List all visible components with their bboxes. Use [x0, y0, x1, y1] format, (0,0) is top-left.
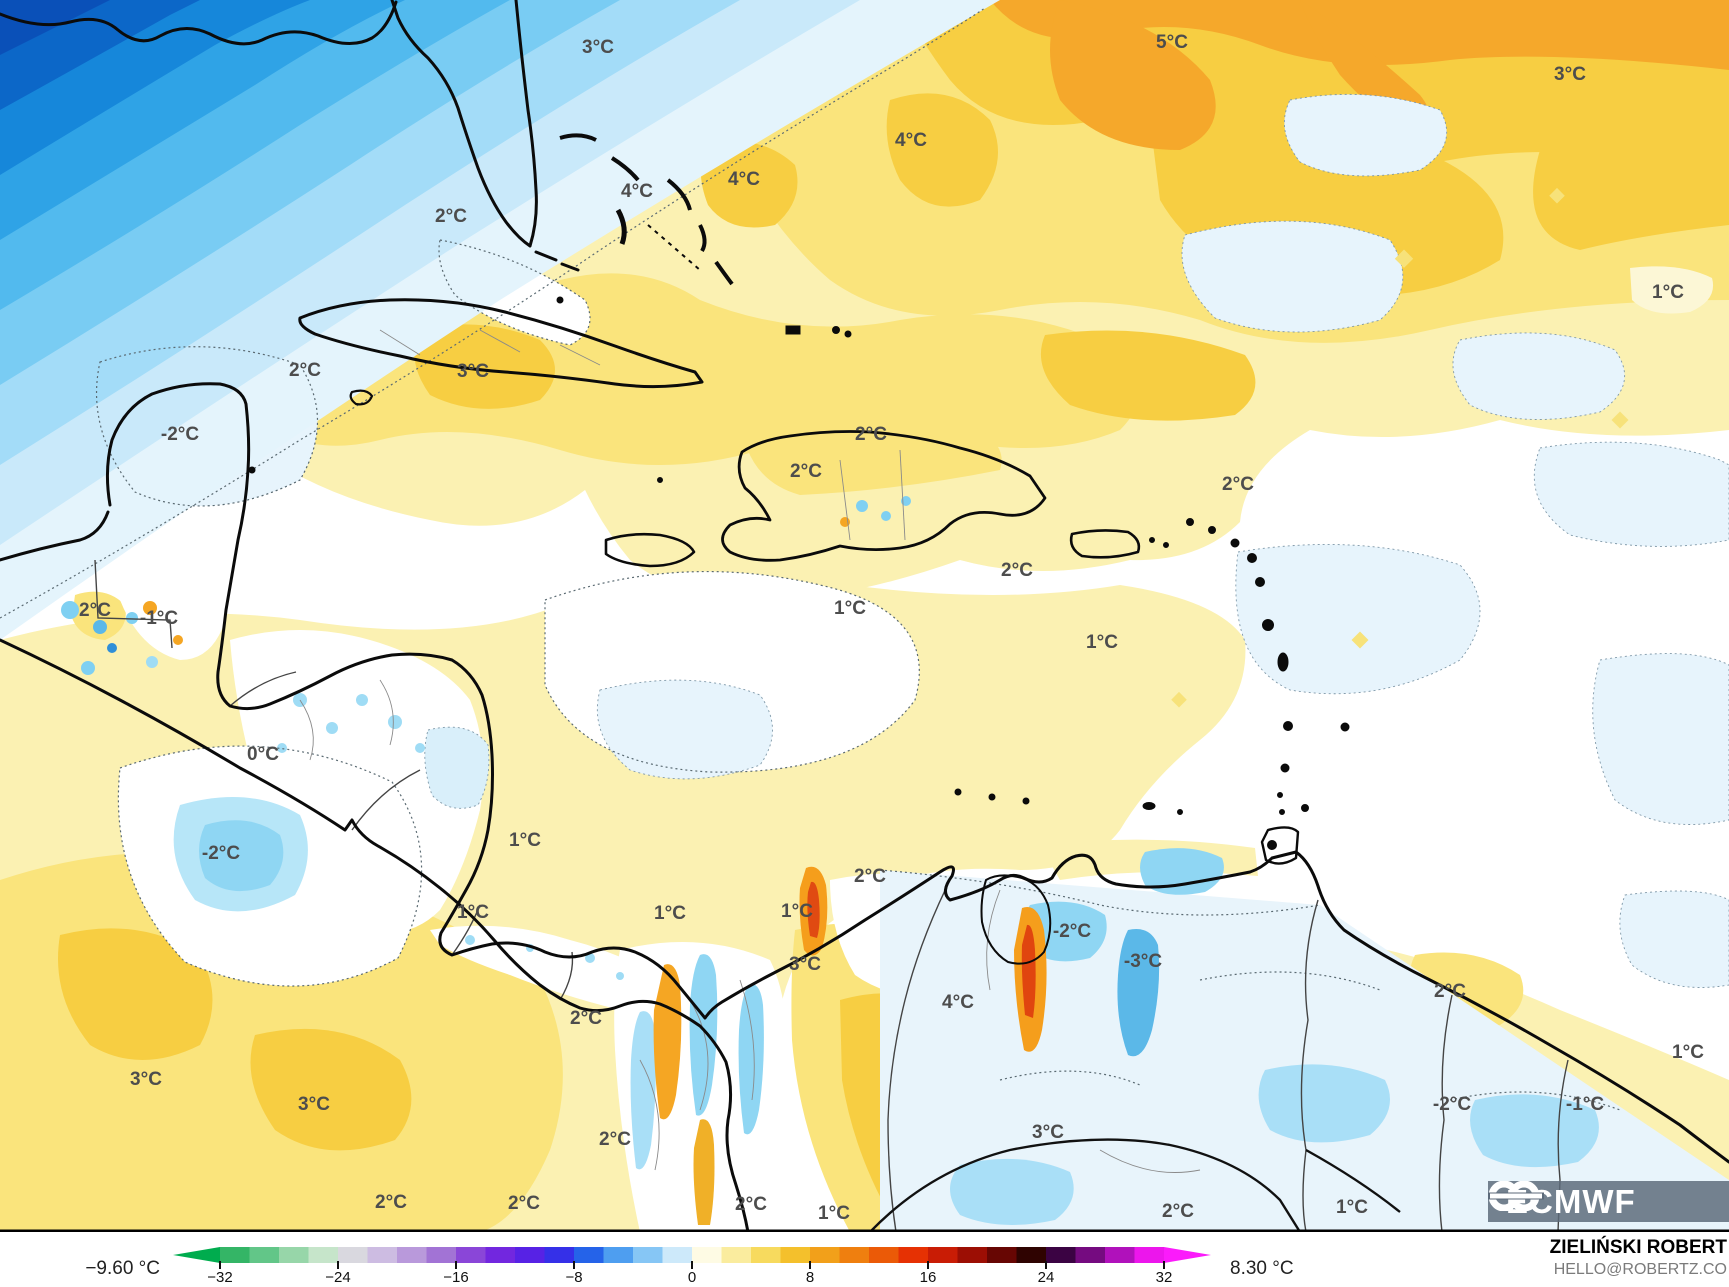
scale-max-value: 8.30 °C — [1230, 1258, 1294, 1279]
colorbar-tick-label: 0 — [687, 1269, 697, 1286]
colorbar-gradient — [220, 1247, 1164, 1263]
colorbar-right-arrow — [1164, 1247, 1211, 1263]
anomaly-map: 3°C 5°C 4°C 4°C 4°C 2°C 3°C 1°C 2°C 3°C -2°C 2°C 2°C… — [0, 0, 1729, 1232]
dotted-contours — [0, 7, 1621, 1111]
colorbar-tick-label: −16 — [443, 1269, 469, 1286]
colorbar-left-arrow — [173, 1247, 220, 1263]
colorbar-tick-mark — [337, 1261, 339, 1269]
colorbar-tick-label: −32 — [207, 1269, 233, 1286]
colorbar-tick-mark — [455, 1261, 457, 1269]
credit-author: ZIELIŃSKI ROBERT — [1549, 1237, 1727, 1258]
scale-min-value: −9.60 °C — [85, 1258, 160, 1279]
admin-borders — [299, 329, 1201, 1173]
colorbar-tick-mark — [927, 1261, 929, 1269]
colorbar-tick-mark — [219, 1261, 221, 1269]
ecmwf-logo-text: ECMWF — [1506, 1182, 1636, 1220]
coastlines — [0, 0, 1729, 1232]
colorbar-tick-mark — [691, 1261, 693, 1269]
credit-email: HELLO@ROBERTZ.CO — [1553, 1260, 1727, 1278]
colorbar-tick-label: −8 — [565, 1269, 583, 1286]
colorbar-tick-mark — [1163, 1261, 1165, 1269]
colorbar-tick-label: 32 — [1155, 1269, 1173, 1286]
ecmwf-logo: ECMWF — [1488, 1181, 1729, 1222]
island-dots — [248, 133, 1350, 850]
cold-gradient-bands — [0, 0, 1000, 640]
colorbar-tick-label: 24 — [1037, 1269, 1055, 1286]
colorbar-tick-mark — [809, 1261, 811, 1269]
colorbar-tick-label: 8 — [805, 1269, 815, 1286]
map-bottom-border — [0, 1229, 1729, 1232]
ecmwf-logo-icon — [1488, 1181, 1544, 1211]
major-borders — [869, 1138, 1401, 1232]
colorbar-tick-label: 16 — [919, 1269, 937, 1286]
colorbar-tick-mark — [573, 1261, 575, 1269]
legend-bar: −9.60 °C −32 −24 −16 −8 0 8 16 24 32 8.30 °C ZIE… — [0, 1232, 1729, 1287]
colorbar-tick-label: −24 — [325, 1269, 351, 1286]
colorbar-tick-mark — [1045, 1261, 1047, 1269]
map-canvas — [0, 0, 1729, 1232]
credits: ZIELIŃSKI ROBERT HELLO@ROBERTZ.CO — [1550, 1236, 1727, 1280]
